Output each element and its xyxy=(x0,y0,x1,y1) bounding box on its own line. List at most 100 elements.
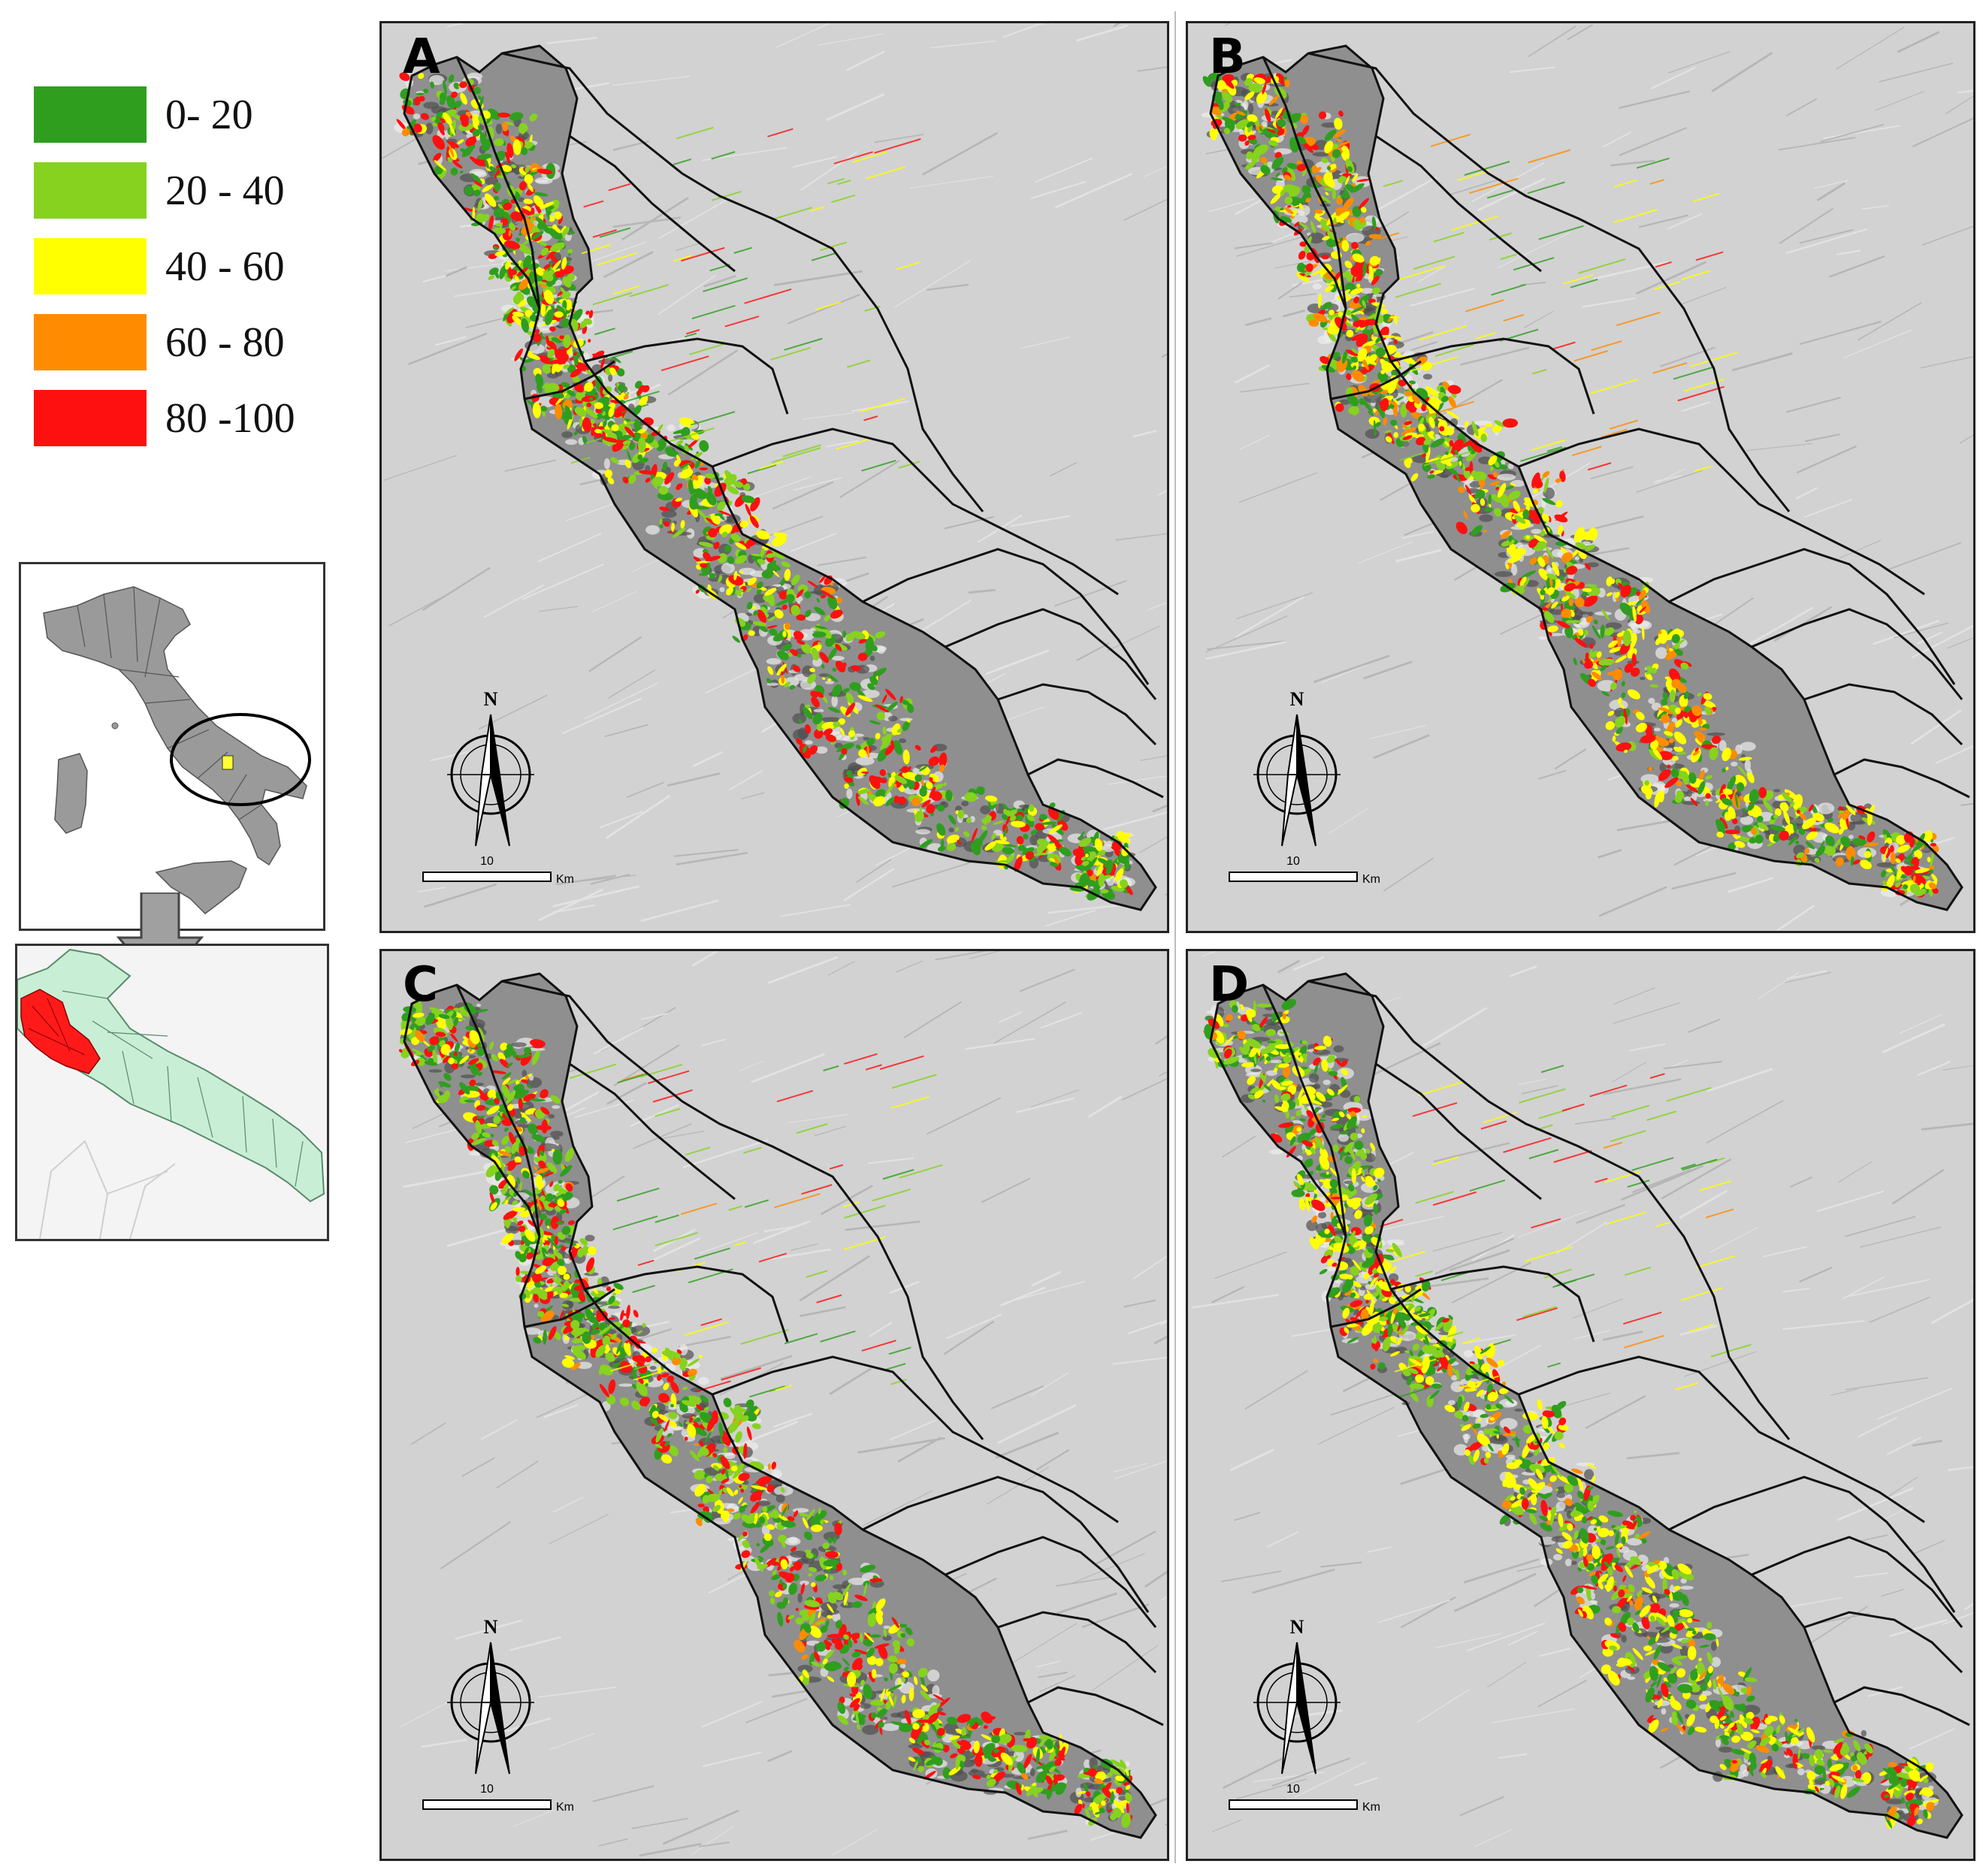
class-patch xyxy=(728,575,744,586)
class-patch xyxy=(742,634,748,642)
class-patch xyxy=(1286,162,1298,170)
relief-stroke xyxy=(946,1313,1002,1340)
class-patch xyxy=(1084,1808,1090,1819)
class-patch xyxy=(1487,474,1497,480)
class-patch xyxy=(1120,879,1129,888)
class-patch xyxy=(1398,379,1407,387)
class-patch xyxy=(803,745,808,754)
class-patch xyxy=(971,827,978,842)
class-patch xyxy=(789,648,800,657)
class-patch xyxy=(1612,736,1616,742)
class-patch xyxy=(807,580,818,588)
class-patch xyxy=(1552,561,1560,576)
class-patch xyxy=(1561,618,1572,621)
map-graphic xyxy=(382,951,1167,1859)
class-patch xyxy=(1294,221,1301,227)
relief-stroke xyxy=(799,1255,871,1302)
class-patch xyxy=(774,609,784,619)
relief-stroke xyxy=(1396,331,1434,346)
relief-stroke xyxy=(1368,724,1426,740)
class-patch xyxy=(1468,494,1477,504)
class-patch xyxy=(1085,853,1089,858)
class-patch xyxy=(839,797,850,809)
class-patch xyxy=(1350,306,1365,313)
class-patch xyxy=(1867,812,1873,826)
class-patch xyxy=(622,476,629,484)
class-streak xyxy=(1425,400,1474,417)
class-streak xyxy=(1613,179,1637,188)
class-patch xyxy=(1895,858,1901,863)
class-patch xyxy=(1480,498,1486,506)
relief-stroke xyxy=(692,751,724,768)
class-patch xyxy=(1592,657,1602,664)
class-patch xyxy=(1383,373,1389,379)
class-patch xyxy=(1882,847,1888,862)
relief-stroke xyxy=(790,532,837,552)
class-patch xyxy=(1321,255,1329,260)
relief-stroke xyxy=(1875,91,1924,111)
class-streak xyxy=(1528,149,1571,164)
class-patch xyxy=(1362,261,1367,277)
class-patch xyxy=(1324,129,1337,141)
class-patch xyxy=(482,184,494,192)
class-patch xyxy=(477,199,483,211)
relief-stroke xyxy=(537,1686,616,1698)
relief-stroke xyxy=(817,33,884,46)
class-patch xyxy=(1794,840,1800,844)
class-patch xyxy=(1446,410,1459,419)
class-patch xyxy=(659,506,670,512)
relief-stroke xyxy=(403,1170,487,1189)
admin-boundary xyxy=(455,56,541,310)
class-patch xyxy=(821,663,825,669)
relief-stroke xyxy=(1554,748,1587,770)
class-patch xyxy=(746,588,752,593)
class-patch xyxy=(494,168,500,179)
class-patch xyxy=(819,575,826,584)
class-streak xyxy=(744,288,792,304)
class-patch xyxy=(1393,432,1399,438)
relief-stroke xyxy=(767,956,839,984)
class-patch xyxy=(688,479,694,495)
class-patch xyxy=(1260,165,1271,175)
class-patch xyxy=(564,299,573,310)
relief-stroke xyxy=(702,147,787,162)
relief-stroke xyxy=(667,772,721,787)
class-streak xyxy=(1573,350,1608,362)
relief-stroke xyxy=(597,1838,628,1847)
relief-stroke xyxy=(1602,131,1631,148)
relief-stroke xyxy=(869,1321,893,1337)
relief-stroke xyxy=(773,270,863,287)
class-patch xyxy=(1471,503,1480,513)
class-streak xyxy=(1570,278,1598,288)
class-patch xyxy=(1353,267,1361,277)
class-patch xyxy=(1053,856,1060,865)
class-patch xyxy=(1489,480,1501,486)
class-patch xyxy=(781,671,784,675)
shade-patch xyxy=(1582,541,1591,545)
class-patch xyxy=(416,92,425,95)
relief-stroke xyxy=(993,1001,1066,1044)
class-patch xyxy=(707,485,712,494)
class-patch xyxy=(1705,800,1709,807)
class-patch xyxy=(901,699,909,705)
class-patch xyxy=(702,548,707,553)
class-patch xyxy=(1480,434,1487,443)
apulia-inset-map xyxy=(15,944,329,1241)
relief-stroke xyxy=(1912,117,1973,148)
class-patch xyxy=(1616,632,1625,637)
relief-stroke xyxy=(772,481,834,510)
class-patch xyxy=(1329,310,1335,316)
shade-patch xyxy=(521,1069,527,1077)
class-patch xyxy=(1246,151,1253,160)
class-patch xyxy=(1683,711,1688,719)
class-patch xyxy=(548,216,555,222)
class-patch xyxy=(1649,684,1659,688)
class-patch xyxy=(1270,193,1281,204)
class-patch xyxy=(552,260,561,271)
class-streak xyxy=(1563,273,1594,285)
relief-stroke xyxy=(1857,301,1922,341)
class-patch xyxy=(1342,350,1347,364)
class-patch xyxy=(1358,198,1369,210)
class-patch xyxy=(1896,835,1906,845)
shade-patch xyxy=(815,746,828,754)
